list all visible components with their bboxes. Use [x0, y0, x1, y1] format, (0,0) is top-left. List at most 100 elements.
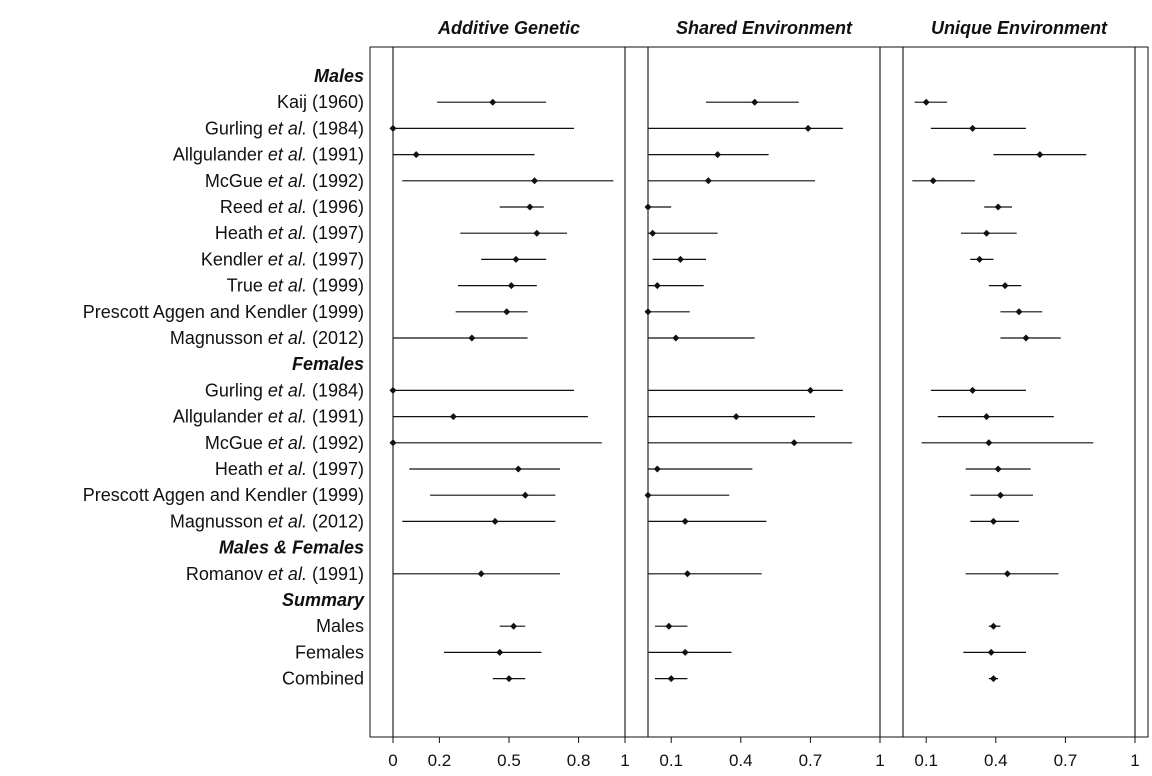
tick-label: 0.1 — [659, 751, 683, 770]
point-estimate — [790, 439, 798, 447]
tick-label: 0.4 — [729, 751, 753, 770]
point-estimate — [714, 151, 722, 159]
point-estimate — [477, 570, 485, 578]
point-estimate — [704, 177, 712, 185]
point-estimate — [983, 229, 991, 237]
point-estimate — [503, 308, 511, 316]
point-estimate — [505, 675, 513, 683]
point-estimate — [507, 282, 515, 290]
study-label: McGue et al. (1992) — [205, 433, 364, 453]
point-estimate — [512, 255, 520, 263]
tick-label: 1 — [875, 751, 884, 770]
point-estimate — [969, 124, 977, 132]
point-estimate — [665, 622, 673, 630]
tick-label: 0.7 — [1054, 751, 1078, 770]
point-estimate — [1001, 282, 1009, 290]
x-axis-ticks: 0 0.2 0.5 0.8 1 0.1 0.4 0.7 1 0.1 0.4 0.7 1 — [388, 737, 1140, 770]
study-label: Kaij (1960) — [277, 92, 364, 112]
point-estimate — [653, 282, 661, 290]
point-estimate — [644, 308, 652, 316]
tick-label: 0.4 — [984, 751, 1008, 770]
point-estimate — [751, 98, 759, 106]
point-estimate — [496, 648, 504, 656]
point-estimate — [976, 255, 984, 263]
plot-border — [369, 46, 1149, 738]
point-estimate — [994, 465, 1002, 473]
point-estimate — [526, 203, 534, 211]
study-label: Females — [295, 642, 364, 662]
study-label: True et al. (1999) — [227, 276, 364, 296]
point-estimate — [983, 413, 991, 421]
point-estimate — [672, 334, 680, 342]
study-label: Reed et al. (1996) — [220, 197, 364, 217]
point-estimate — [389, 124, 397, 132]
tick-label: 0.2 — [428, 751, 452, 770]
point-estimate — [412, 151, 420, 159]
point-estimate — [732, 413, 740, 421]
point-estimate — [531, 177, 539, 185]
study-label: Allgulander et al. (1991) — [173, 145, 364, 165]
point-estimate — [449, 413, 457, 421]
point-estimate — [922, 98, 930, 106]
study-label: Heath et al. (1997) — [215, 459, 364, 479]
tick-label: 0.8 — [567, 751, 591, 770]
section-label: Males — [314, 66, 364, 86]
study-label: Gurling et al. (1984) — [205, 380, 364, 400]
point-estimate — [985, 439, 993, 447]
point-estimate — [806, 386, 814, 394]
point-estimate — [521, 491, 529, 499]
point-estimate — [683, 570, 691, 578]
section-label: Females — [292, 354, 364, 374]
point-estimate — [987, 648, 995, 656]
plot-frame — [369, 46, 1149, 738]
section-label: Males & Females — [219, 538, 364, 558]
study-label: Kendler et al. (1997) — [201, 249, 364, 269]
point-estimate — [1022, 334, 1030, 342]
tick-label: 0.7 — [799, 751, 823, 770]
study-label: Allgulander et al. (1991) — [173, 407, 364, 427]
panel-titles: Additive Genetic Shared Environment Uniq… — [437, 18, 1108, 38]
tick-label: 1 — [620, 751, 629, 770]
point-estimate — [489, 98, 497, 106]
point-estimate — [649, 229, 657, 237]
tick-label: 0.5 — [497, 751, 521, 770]
point-estimate — [644, 491, 652, 499]
tick-label: 0.1 — [914, 751, 938, 770]
point-estimate — [676, 255, 684, 263]
point-estimate — [389, 386, 397, 394]
study-label: Magnusson et al. (2012) — [170, 511, 364, 531]
point-estimate — [1003, 570, 1011, 578]
point-estimate — [681, 517, 689, 525]
point-estimate — [929, 177, 937, 185]
study-label: Prescott Aggen and Kendler (1999) — [83, 302, 364, 322]
point-estimate — [989, 675, 997, 683]
point-estimate — [514, 465, 522, 473]
point-estimate — [667, 675, 675, 683]
row-labels: Males Kaij (1960) Gurling et al. (1984) All… — [83, 66, 365, 689]
study-label: Magnusson et al. (2012) — [170, 328, 364, 348]
panel-title-additive-genetic: Additive Genetic — [437, 18, 580, 38]
study-label: Gurling et al. (1984) — [205, 118, 364, 138]
point-estimate — [1036, 151, 1044, 159]
point-estimate — [681, 648, 689, 656]
study-label: Combined — [282, 669, 364, 689]
section-label: Summary — [282, 590, 365, 610]
point-estimate — [804, 124, 812, 132]
point-estimate — [389, 439, 397, 447]
panel-title-shared-environment: Shared Environment — [676, 18, 853, 38]
point-estimate — [996, 491, 1004, 499]
tick-label: 1 — [1130, 751, 1139, 770]
point-estimate — [491, 517, 499, 525]
study-label: Heath et al. (1997) — [215, 223, 364, 243]
point-estimate — [1015, 308, 1023, 316]
study-label: Males — [316, 616, 364, 636]
study-label: Prescott Aggen and Kendler (1999) — [83, 485, 364, 505]
point-estimate — [994, 203, 1002, 211]
study-label: Romanov et al. (1991) — [186, 564, 364, 584]
point-estimate — [989, 622, 997, 630]
point-estimate — [653, 465, 661, 473]
point-estimate — [969, 386, 977, 394]
tick-label: 0 — [388, 751, 397, 770]
study-label: McGue et al. (1992) — [205, 171, 364, 191]
